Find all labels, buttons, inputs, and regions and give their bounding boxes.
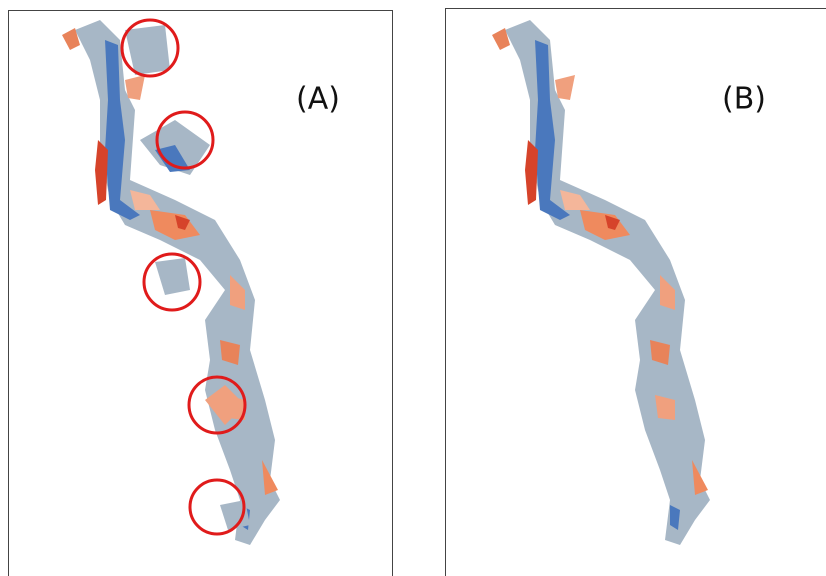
panel-label: (A) — [296, 82, 340, 117]
river-map — [492, 20, 710, 545]
figure: (A) (B) — [0, 0, 826, 576]
panel-a: (A) — [9, 11, 393, 576]
map-patch — [155, 258, 190, 295]
panel-b: (B) — [446, 9, 826, 576]
panel-frame — [446, 9, 826, 576]
panel-label: (B) — [722, 82, 766, 117]
